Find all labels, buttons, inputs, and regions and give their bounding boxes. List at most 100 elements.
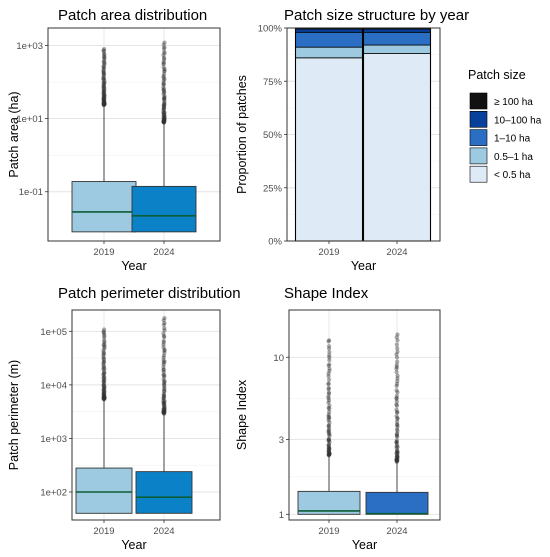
- outlier-point: [102, 393, 107, 398]
- outlier-point: [162, 379, 167, 384]
- y-tick-label: 1e+04: [40, 380, 67, 391]
- outlier-point: [162, 348, 167, 353]
- outlier-point: [395, 450, 400, 456]
- outlier-point: [102, 396, 107, 401]
- outlier-point: [394, 446, 399, 451]
- panel-perimeter: Patch perimeter distribution 1e+02 1e+03 1e…: [7, 285, 241, 552]
- outlier-point: [102, 90, 107, 95]
- outlier-point: [162, 113, 167, 118]
- outlier-point: [101, 102, 107, 107]
- outlier-point: [394, 451, 399, 456]
- outlier-point: [161, 86, 166, 92]
- outlier-point: [326, 416, 332, 421]
- outlier-point: [394, 438, 399, 443]
- outlier-point: [326, 394, 331, 399]
- outlier-point: [161, 107, 166, 112]
- outlier-point: [326, 449, 331, 454]
- outlier-point: [395, 390, 400, 395]
- outlier-point: [326, 381, 331, 386]
- outlier-point: [395, 453, 400, 458]
- bar-segment: [363, 31, 431, 46]
- outlier-point: [162, 374, 167, 379]
- outlier-point: [101, 391, 106, 396]
- outlier-point: [101, 68, 106, 74]
- y-tick-label: 100%: [258, 24, 283, 35]
- outlier-point: [326, 447, 331, 452]
- outlier-point: [101, 359, 106, 364]
- outlier-point: [395, 448, 400, 453]
- legend-swatch: [469, 129, 488, 146]
- outlier-point: [395, 379, 400, 384]
- outlier-point: [395, 455, 400, 461]
- outlier-point: [102, 377, 107, 382]
- outlier-point: [326, 452, 331, 457]
- outlier-point: [101, 68, 106, 73]
- outlier-point: [101, 332, 107, 337]
- outlier-point: [327, 445, 332, 451]
- outlier-point: [101, 352, 106, 357]
- outlier-point: [101, 95, 106, 100]
- outlier-point: [162, 379, 167, 384]
- panel-border: [47, 27, 221, 242]
- outlier-point: [162, 410, 167, 415]
- box-2024: [131, 185, 197, 233]
- outlier-point: [161, 74, 166, 79]
- outlier-point: [161, 46, 166, 51]
- outlier-point: [102, 93, 107, 98]
- outlier-point: [101, 87, 106, 93]
- outlier-point: [102, 87, 107, 92]
- y-tick-label: 1e+02: [40, 487, 67, 498]
- legend-swatch: [469, 111, 488, 128]
- outlier-point: [102, 396, 107, 401]
- outlier-point: [102, 344, 107, 349]
- outlier-point: [102, 101, 107, 107]
- outlier-point: [395, 434, 400, 439]
- outlier-point: [394, 342, 399, 347]
- outlier-point: [162, 57, 167, 62]
- panel-title: Patch size structure by year: [284, 7, 469, 24]
- outlier-point: [101, 388, 106, 393]
- outlier-point: [394, 396, 399, 401]
- outlier-point: [395, 373, 400, 378]
- outlier-point: [161, 342, 166, 347]
- legend-label: 1–10 ha: [494, 134, 531, 145]
- outlier-point: [101, 91, 106, 96]
- outlier-point: [161, 85, 166, 90]
- outlier-point: [394, 362, 399, 368]
- outlier-point: [327, 368, 332, 374]
- outlier-point: [161, 42, 166, 47]
- outlier-point: [326, 405, 331, 411]
- outlier-point: [101, 395, 106, 400]
- outlier-point: [161, 72, 167, 77]
- outlier-point: [101, 100, 106, 105]
- outlier-point: [394, 456, 399, 462]
- outlier-point: [101, 351, 107, 356]
- outlier-point: [394, 364, 399, 370]
- outlier-point: [102, 333, 107, 339]
- outlier-point: [102, 99, 107, 104]
- outlier-point: [102, 335, 107, 341]
- outlier-point: [162, 49, 167, 54]
- outlier-point: [102, 374, 107, 379]
- outlier-point: [326, 344, 332, 349]
- outlier-point: [101, 97, 106, 102]
- outlier-point: [161, 116, 166, 121]
- bar-segment: [363, 44, 431, 54]
- outlier-point: [161, 408, 167, 413]
- outlier-point: [162, 76, 167, 82]
- outlier-point: [101, 378, 106, 383]
- y-tick-label: 1e+03: [40, 434, 67, 445]
- x-tick-label: 2019: [318, 526, 339, 537]
- x-tick-label: 2019: [93, 247, 114, 258]
- outlier-point: [101, 82, 106, 87]
- outlier-point: [394, 407, 399, 412]
- outlier-point: [101, 394, 106, 399]
- outlier-point: [101, 386, 106, 391]
- outlier-point: [102, 54, 107, 59]
- outlier-point: [327, 448, 332, 453]
- outlier-point: [162, 405, 167, 410]
- panel-title: Patch area distribution: [58, 7, 207, 24]
- bar-segment: [295, 57, 363, 242]
- y-tick-label: 1: [279, 510, 284, 521]
- outlier-point: [101, 356, 106, 361]
